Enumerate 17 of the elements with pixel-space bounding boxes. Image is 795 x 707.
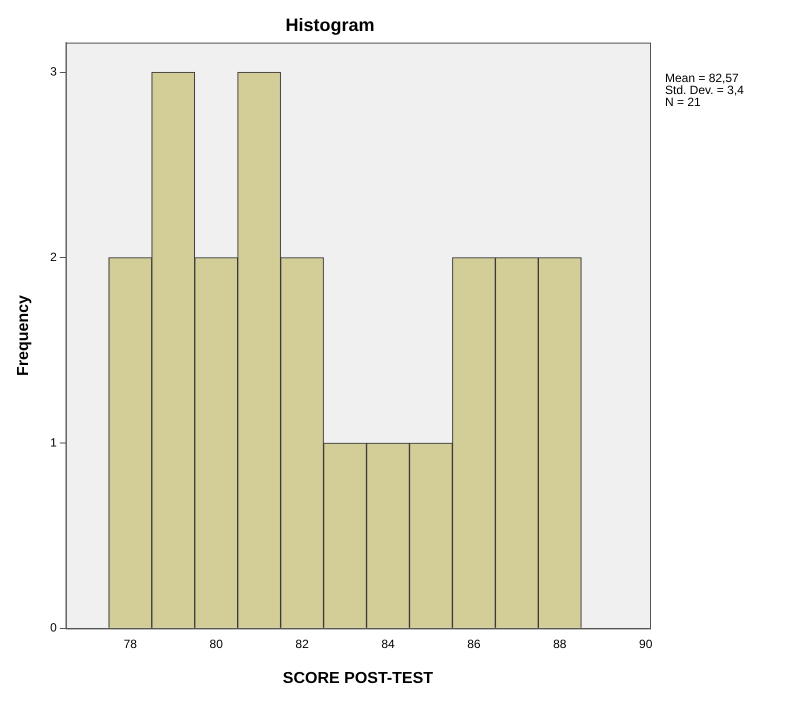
y-tick-label: 3	[50, 64, 58, 79]
x-tick-label: 84	[381, 636, 395, 651]
x-tick-label: 80	[210, 636, 224, 651]
x-tick-label: 86	[467, 636, 481, 651]
x-tick-label: 88	[553, 636, 567, 651]
y-tick-label: 2	[50, 250, 58, 264]
chart-title: Histogram	[285, 14, 375, 35]
x-tick-label: 90	[639, 636, 653, 651]
y-tick-label: 1	[50, 435, 58, 450]
x-tick-label: 78	[124, 636, 138, 651]
x-tick-label: 82	[295, 636, 310, 651]
y-axis-title: Frequency	[15, 294, 32, 376]
x-axis-title: SCORE POST-TEST	[282, 670, 434, 687]
text: N = 21	[665, 94, 702, 109]
y-tick-label: 0	[50, 620, 58, 635]
text: Mean = 82,57	[665, 70, 740, 85]
text: Std. Dev. = 3,4	[665, 82, 744, 97]
